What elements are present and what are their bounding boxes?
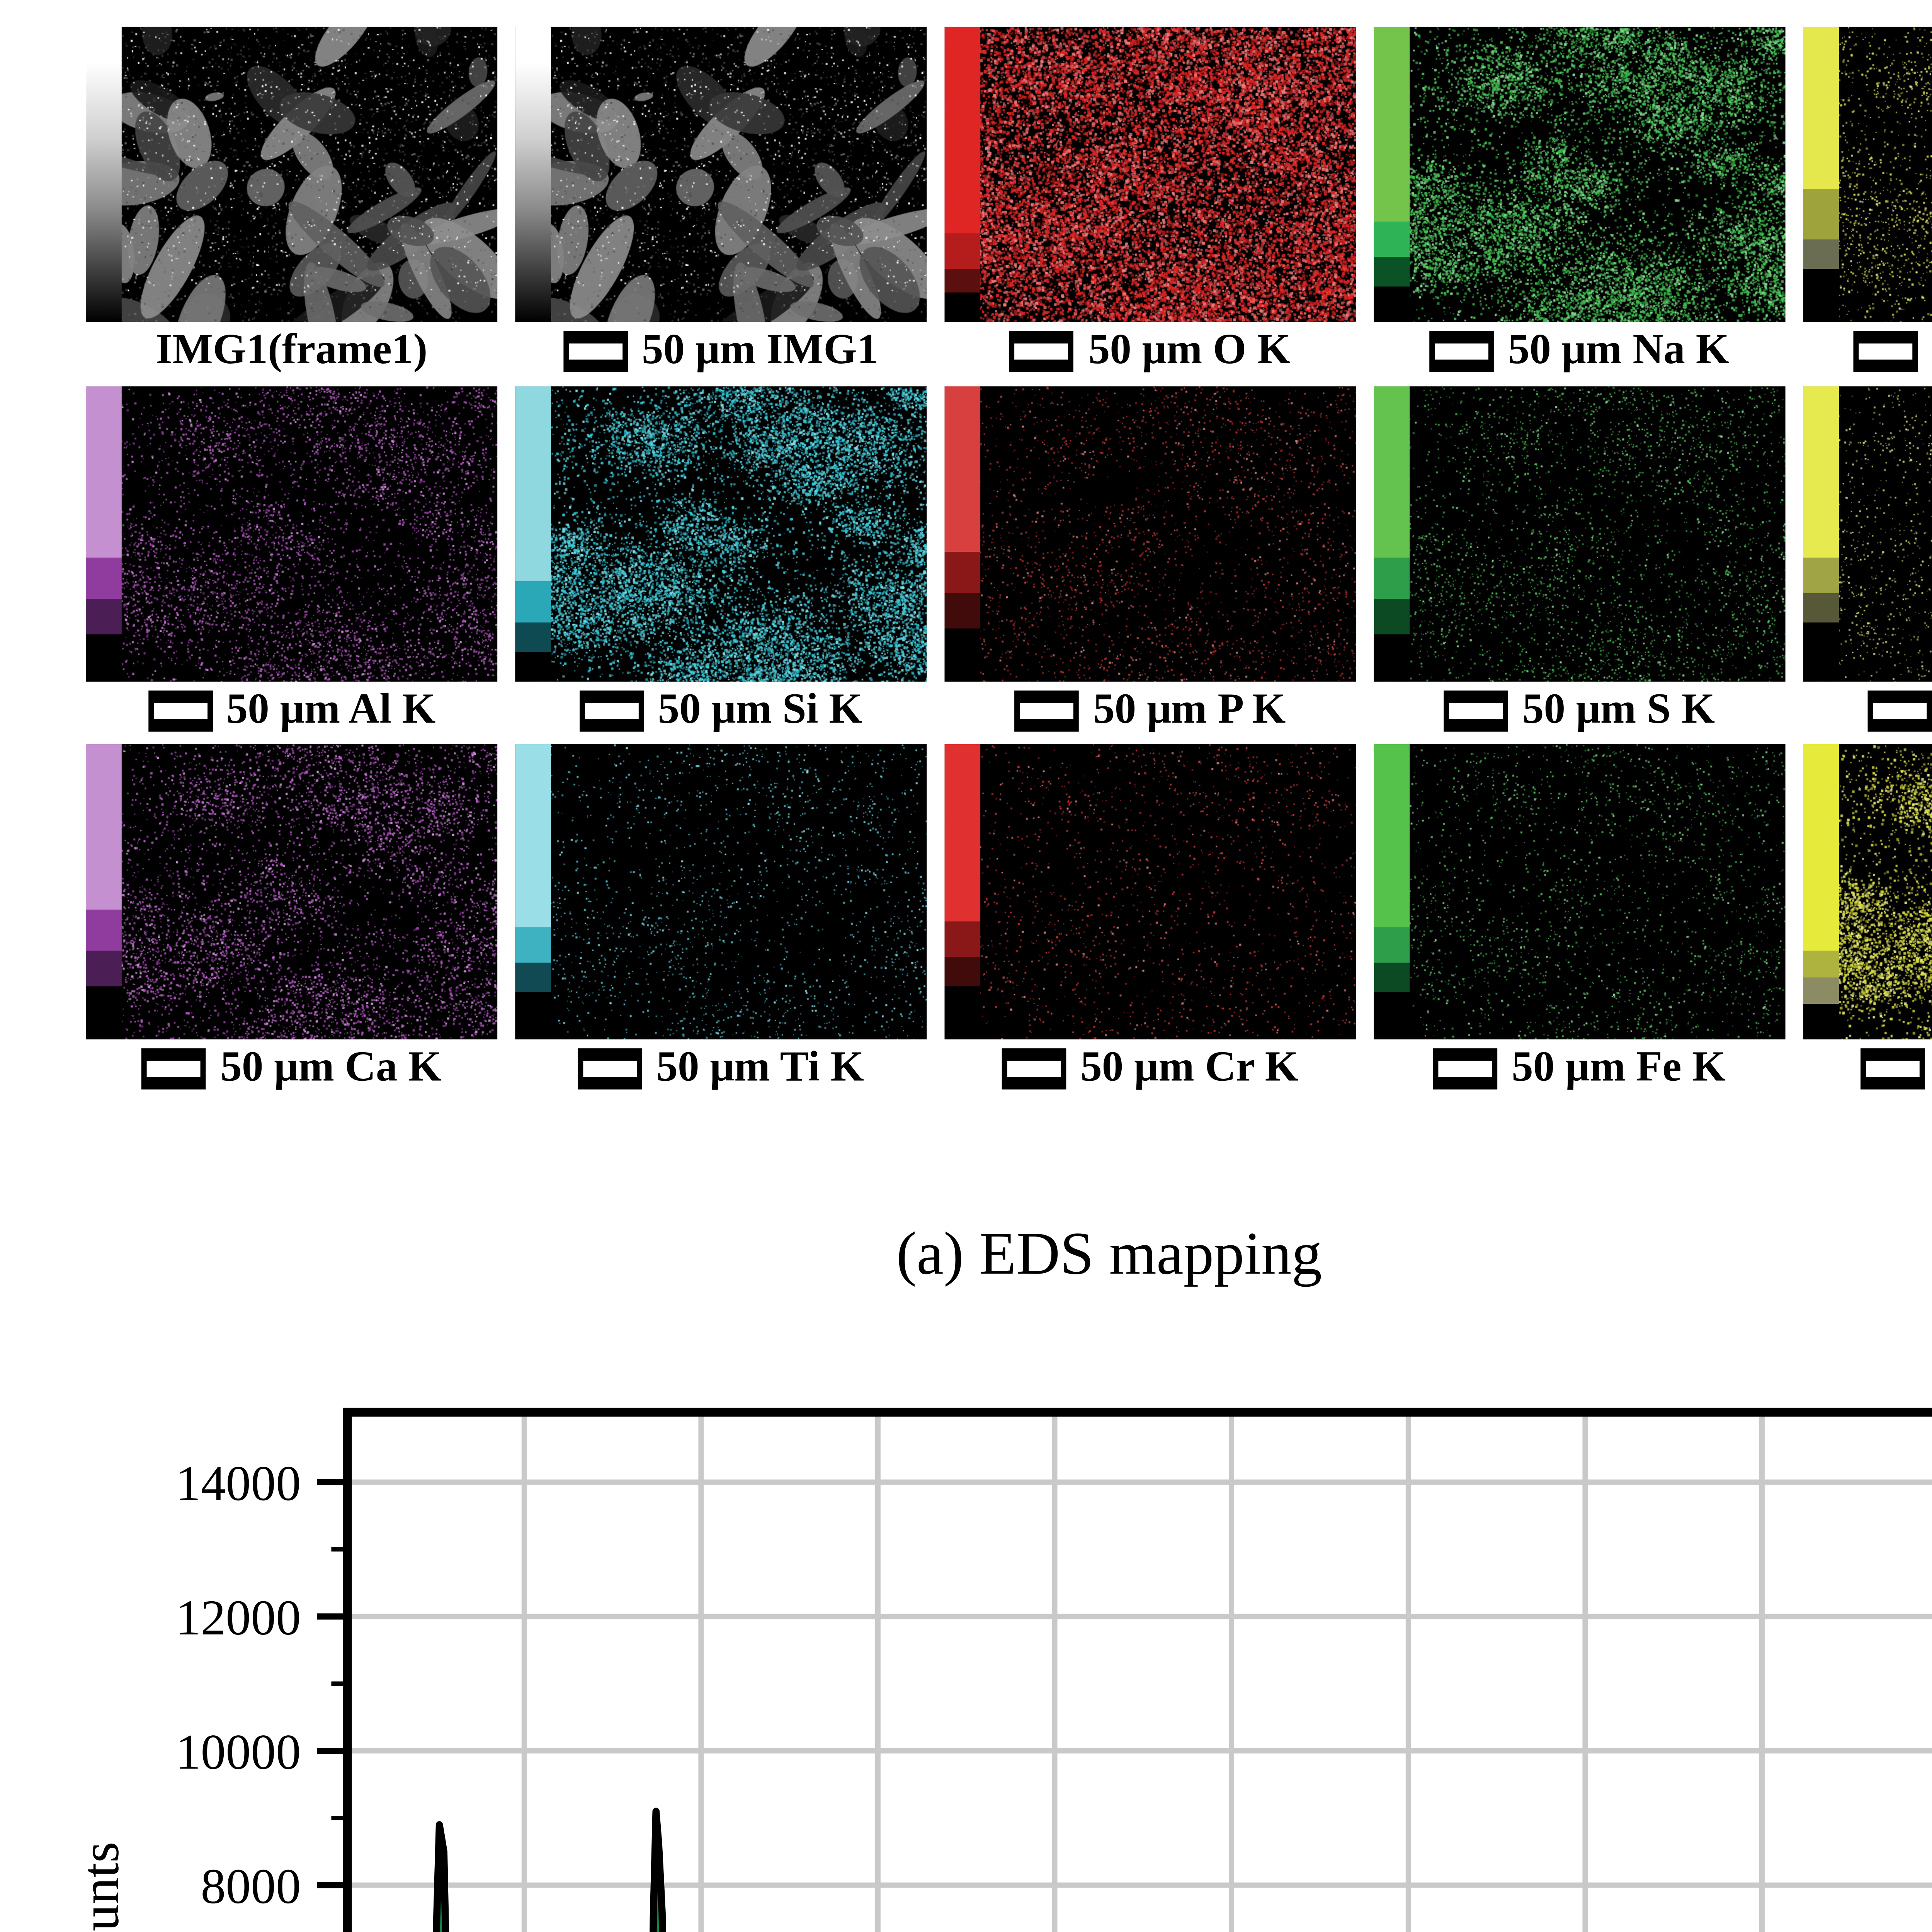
intensity-colorbar — [1803, 27, 1839, 322]
intensity-colorbar — [86, 27, 122, 322]
eds-map-tile — [86, 744, 498, 1039]
eds-map-tile — [944, 386, 1356, 682]
intensity-colorbar — [1803, 386, 1839, 682]
map-label-text: 50 μm O K — [1088, 327, 1291, 374]
map-pixels — [1373, 386, 1785, 682]
intensity-colorbar — [944, 386, 980, 682]
map-label-text: 50 μm IMG1 — [641, 327, 879, 374]
map-pixels — [515, 744, 927, 1039]
intensity-colorbar — [1803, 744, 1839, 1039]
eds-map-tile — [944, 27, 1356, 322]
map-label-text: IMG1(frame1) — [155, 327, 428, 374]
eds-map-tile — [1373, 744, 1785, 1039]
scale-bar-icon — [1868, 690, 1932, 732]
y-tick-label: 14000 — [176, 1456, 301, 1511]
sem-image-tile — [86, 27, 498, 322]
eds-map-tile — [1373, 386, 1785, 682]
map-pixels — [86, 744, 498, 1039]
eds-map-tile — [1803, 386, 1932, 682]
map-label-text: 50 μm P K — [1093, 687, 1286, 733]
map-label: 50 μm IMG1 — [515, 325, 927, 378]
caption-panel-a: (a) EDS mapping — [896, 1222, 1322, 1288]
map-label: 50 μm Ca K — [86, 1041, 497, 1095]
scale-bar-icon — [141, 1048, 206, 1089]
scale-bar-icon — [148, 690, 212, 732]
map-label: 50 μm K K — [1803, 684, 1932, 738]
map-label: 50 μm Cr K — [944, 1041, 1356, 1095]
map-label: 50 μm Si K — [515, 684, 927, 738]
map-label-text: 50 μm Ti K — [656, 1044, 864, 1091]
map-pixels — [1373, 27, 1785, 322]
y-tick-label: 12000 — [176, 1590, 301, 1646]
map-pixels — [515, 27, 927, 322]
map-label: 50 μm Al K — [86, 684, 497, 738]
eds-map-tile — [1803, 744, 1932, 1039]
intensity-colorbar — [86, 744, 122, 1039]
map-pixels — [86, 27, 498, 322]
eds-map-tile — [944, 744, 1356, 1039]
eds-map-tile — [86, 386, 498, 682]
map-label-text: 50 μm S K — [1522, 687, 1715, 733]
intensity-colorbar — [1373, 744, 1410, 1039]
intensity-colorbar — [944, 744, 980, 1039]
scale-bar-icon — [1014, 690, 1079, 732]
map-label: 50 μm Zn L — [1803, 1041, 1932, 1095]
map-label: 50 μm S K — [1374, 684, 1785, 738]
map-label-text: 50 μm Na K — [1508, 327, 1730, 374]
eds-map-tile — [515, 386, 927, 682]
map-label: 50 μm Na K — [1374, 325, 1785, 378]
scale-bar-icon — [563, 331, 628, 372]
intensity-colorbar — [515, 27, 551, 322]
map-pixels — [1373, 744, 1785, 1039]
map-pixels — [944, 386, 1356, 682]
map-pixels — [944, 27, 1356, 322]
y-tick-label: 8000 — [201, 1859, 301, 1914]
map-label-text: 50 μm Fe K — [1512, 1044, 1726, 1091]
map-label-text: 50 μm Al K — [226, 687, 436, 733]
map-label: 50 μm Fe K — [1374, 1041, 1785, 1095]
scale-bar-icon — [1854, 331, 1918, 372]
eds-map-tile — [515, 744, 927, 1039]
eds-map-tile — [1803, 27, 1932, 322]
map-label: 50 μm Ti K — [515, 1041, 927, 1095]
sem-image-tile — [515, 27, 927, 322]
eds-map-tile — [1373, 27, 1785, 322]
map-label-text: 50 μm Ca K — [220, 1044, 442, 1091]
scale-bar-icon — [1002, 1048, 1066, 1089]
scale-bar-icon — [1010, 331, 1074, 372]
scale-bar-icon — [579, 690, 644, 732]
map-pixels — [944, 744, 1356, 1039]
scale-bar-icon — [1429, 331, 1494, 372]
y-tick-label: 10000 — [176, 1724, 301, 1780]
map-label: 50 μm Mg K — [1803, 325, 1932, 378]
scale-bar-icon — [577, 1048, 642, 1089]
intensity-colorbar — [515, 744, 551, 1039]
map-label: 50 μm O K — [944, 325, 1356, 378]
plot-frame — [343, 1408, 1932, 1932]
intensity-colorbar — [515, 386, 551, 682]
map-label: IMG1(frame1) — [86, 325, 497, 378]
intensity-colorbar — [86, 386, 122, 682]
intensity-colorbar — [1373, 386, 1410, 682]
intensity-colorbar — [1373, 27, 1410, 322]
map-pixels — [515, 386, 927, 682]
scale-bar-icon — [1444, 690, 1508, 732]
map-label-text: 50 μm Cr K — [1080, 1044, 1299, 1091]
y-axis-title: Counts — [71, 1842, 131, 1932]
map-label: 50 μm P K — [944, 684, 1356, 738]
scale-bar-icon — [1433, 1048, 1498, 1089]
map-pixels — [86, 386, 498, 682]
map-label-text: 50 μm Si K — [658, 687, 862, 733]
spectrum-green-phase — [433, 1808, 666, 1932]
intensity-colorbar — [944, 27, 980, 322]
scale-bar-icon — [1861, 1048, 1926, 1089]
